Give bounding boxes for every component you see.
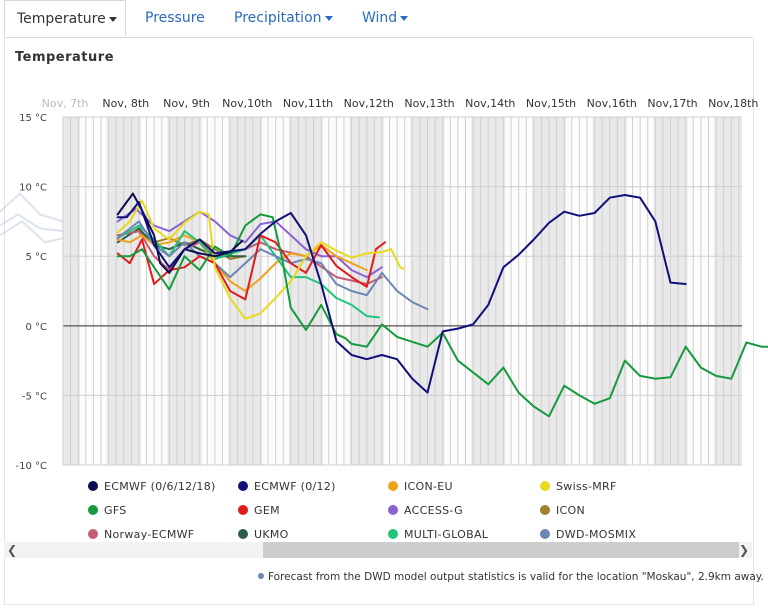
legend-item[interactable]: DWD-MOSMIX bbox=[540, 528, 636, 541]
legend-item[interactable]: ICON-EU bbox=[388, 480, 453, 493]
y-tick-label: 10 °C bbox=[19, 183, 47, 194]
legend-label: GEM bbox=[254, 504, 280, 517]
legend-label: ICON-EU bbox=[404, 480, 453, 493]
tab-wind-label: Wind bbox=[362, 10, 398, 26]
legend-item[interactable]: Swiss-MRF bbox=[540, 480, 617, 493]
scrollbar-thumb[interactable] bbox=[263, 542, 739, 558]
legend-item[interactable]: UKMO bbox=[238, 528, 289, 541]
x-tick-label: Nov,11th bbox=[283, 97, 333, 110]
series-swiss-mrf-line bbox=[116, 199, 405, 320]
legend-item[interactable]: ACCESS-G bbox=[388, 504, 463, 517]
x-tick-label: Nov,16th bbox=[587, 97, 637, 110]
legend-label: Norway-ECMWF bbox=[104, 528, 195, 541]
forecast-note-text: Forecast from the DWD model output stati… bbox=[268, 571, 764, 583]
x-tick-label: Nov,12th bbox=[344, 97, 394, 110]
past-values bbox=[0, 192, 64, 244]
chevron-down-icon bbox=[400, 15, 409, 21]
chevron-down-icon bbox=[108, 16, 117, 22]
legend-item[interactable]: Norway-ECMWF bbox=[88, 528, 194, 541]
x-tick-label: Nov, 9th bbox=[163, 97, 210, 110]
tab-wind[interactable]: Wind bbox=[362, 0, 409, 37]
past-line bbox=[0, 213, 64, 233]
scroll-left-icon[interactable]: ❮ bbox=[6, 543, 18, 557]
series-ecmwf-0-12-line bbox=[116, 194, 687, 394]
legend-dot-icon bbox=[238, 505, 248, 515]
series-gem-line bbox=[116, 234, 386, 301]
horizontal-scrollbar[interactable]: ❮ ❯ bbox=[4, 542, 752, 558]
forecast-note: Forecast from the DWD model output stati… bbox=[258, 571, 764, 583]
legend-item[interactable]: ECMWF (0/6/12/18) bbox=[88, 480, 216, 493]
y-tick-label: 15 °C bbox=[19, 113, 47, 124]
y-tick-label: -5 °C bbox=[22, 391, 47, 402]
chevron-down-icon bbox=[324, 15, 333, 21]
legend-label: ACCESS-G bbox=[404, 504, 463, 517]
y-tick-label: 5 °C bbox=[25, 252, 47, 263]
legend-label: ECMWF (0/6/12/18) bbox=[104, 480, 216, 493]
legend-item[interactable]: ICON bbox=[540, 504, 585, 517]
legend-label: ECMWF (0/12) bbox=[254, 480, 336, 493]
series-gfs-line bbox=[116, 213, 768, 418]
x-tick-label: Nov,14th bbox=[465, 97, 515, 110]
legend-dot-icon bbox=[88, 505, 98, 515]
legend-label: MULTI-GLOBAL bbox=[404, 528, 489, 541]
past-line bbox=[0, 220, 64, 244]
legend-dot-icon bbox=[540, 529, 550, 539]
legend-dot-icon bbox=[238, 529, 248, 539]
page-title: Temperature bbox=[15, 50, 115, 65]
bullet-icon bbox=[258, 573, 264, 579]
x-tick-label: Nov, 8th bbox=[102, 97, 149, 110]
x-tick-label: Nov, 7th bbox=[42, 97, 89, 110]
legend-item[interactable]: MULTI-GLOBAL bbox=[388, 528, 488, 541]
tab-pressure-label: Pressure bbox=[145, 10, 205, 26]
legend-dot-icon bbox=[238, 481, 248, 491]
legend-label: ICON bbox=[556, 504, 586, 517]
night-band bbox=[714, 117, 742, 465]
legend-label: Swiss-MRF bbox=[556, 480, 617, 493]
tab-precipitation[interactable]: Precipitation bbox=[234, 0, 333, 37]
legend-dot-icon bbox=[540, 505, 550, 515]
scroll-right-icon[interactable]: ❯ bbox=[738, 543, 750, 557]
series-ecmwf-0-6-12-18-line bbox=[116, 192, 244, 274]
x-tick-label: Nov,17th bbox=[647, 97, 697, 110]
night-band bbox=[63, 117, 81, 465]
legend-dot-icon bbox=[88, 481, 98, 491]
legend-dot-icon bbox=[388, 481, 398, 491]
legend-dot-icon bbox=[388, 529, 398, 539]
tab-temperature-label: Temperature bbox=[17, 11, 106, 27]
tab-bar: Temperature Pressure Precipitation Wind bbox=[4, 0, 752, 38]
chart-panel bbox=[4, 37, 754, 605]
past-line bbox=[0, 192, 64, 223]
legend-item[interactable]: GEM bbox=[238, 504, 280, 517]
legend-label: UKMO bbox=[254, 528, 289, 541]
tab-pressure[interactable]: Pressure bbox=[145, 0, 205, 37]
tab-precipitation-label: Precipitation bbox=[234, 10, 322, 26]
tab-temperature[interactable]: Temperature bbox=[4, 0, 126, 37]
legend-label: GFS bbox=[104, 504, 127, 517]
series-dwd-mosmix-line bbox=[116, 220, 429, 311]
y-tick-label: -10 °C bbox=[16, 461, 48, 472]
legend-dot-icon bbox=[388, 505, 398, 515]
x-tick-label: Nov,15th bbox=[526, 97, 576, 110]
legend-dot-icon bbox=[540, 481, 550, 491]
legend-item[interactable]: GFS bbox=[88, 504, 127, 517]
legend-item[interactable]: ECMWF (0/12) bbox=[238, 480, 336, 493]
vertical-grid bbox=[62, 117, 740, 465]
legend-dot-icon bbox=[88, 529, 98, 539]
legend-label: DWD-MOSMIX bbox=[556, 528, 637, 541]
y-tick-label: 0 °C bbox=[25, 322, 47, 333]
series-access-g-line bbox=[116, 207, 383, 279]
x-tick-label: Nov,18th bbox=[708, 97, 758, 110]
x-tick-label: Nov,10th bbox=[222, 97, 272, 110]
x-tick-label: Nov,13th bbox=[404, 97, 454, 110]
